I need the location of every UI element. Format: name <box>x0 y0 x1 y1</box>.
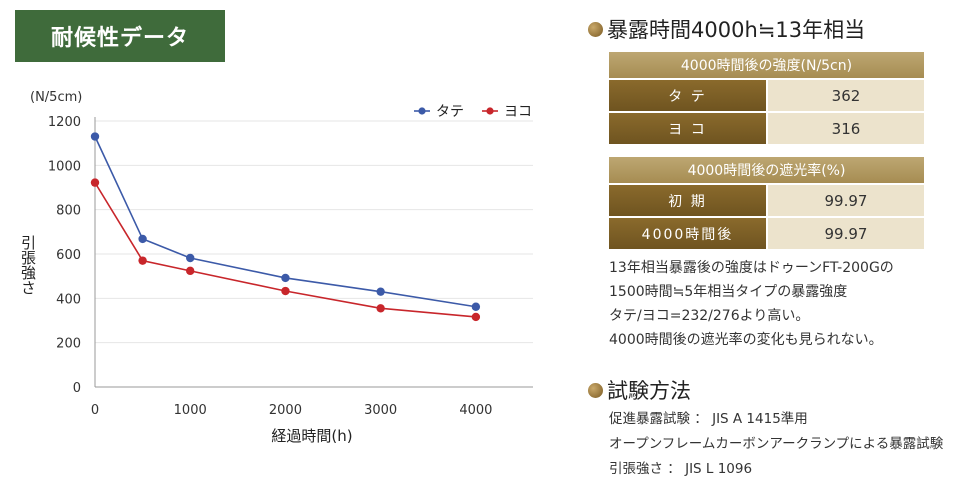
data-point <box>281 273 290 283</box>
data-point <box>90 132 100 141</box>
data-point <box>138 256 147 265</box>
y-unit-label: (N/5cm) <box>30 90 82 105</box>
description-line: 4000時間後の遮光率の変化も見られない。 <box>609 332 883 348</box>
row-value: 99.97 <box>766 218 924 249</box>
description-line: 13年相当暴露後の強度はドゥーンFT-200Gの <box>609 260 894 276</box>
shading-table-header: 4000時間後の遮光率(%) <box>609 157 924 185</box>
y-tick-label: 200 <box>56 337 81 352</box>
x-axis-label: 経過時間(h) <box>271 427 352 445</box>
description-line: タテ/ヨコ=232/276より高い。 <box>609 308 810 324</box>
description-line: 1500時間≒5年相当タイプの暴露強度 <box>609 284 848 300</box>
chart-series <box>90 132 481 322</box>
strength-table: 4000時間後の強度(N/5cn) タ テ 362 ヨ コ 316 <box>609 52 924 146</box>
row-value: 316 <box>766 113 924 144</box>
series-line-2 <box>94 182 476 318</box>
row-label: 初 期 <box>609 185 766 216</box>
exposure-description: 13年相当暴露後の強度はドゥーンFT-200Gの 1500時間≒5年相当タイプの… <box>609 256 894 352</box>
data-point <box>471 302 481 311</box>
chart-tick-labels: 0 200 400 600 800 1000 1200 0 1000 2000 3000 4000 <box>48 115 493 418</box>
data-point <box>281 286 290 296</box>
data-point <box>186 266 195 276</box>
table-row: 初 期 99.97 <box>609 185 924 218</box>
table-row: ヨ コ 316 <box>609 113 924 146</box>
y-tick-label: 400 <box>56 292 81 307</box>
legend-label: タテ <box>436 104 464 120</box>
y-tick-label: 1200 <box>48 115 81 130</box>
legend-marker <box>418 107 426 115</box>
x-tick-label: 2000 <box>269 403 302 418</box>
method-line: オープンフレームカーボンアークランプによる暴露試験 <box>609 436 944 452</box>
y-tick-label: 1000 <box>48 159 81 174</box>
shading-table: 4000時間後の遮光率(%) 初 期 99.97 4000時間後 99.97 <box>609 157 924 251</box>
strength-table-header: 4000時間後の強度(N/5cn) <box>609 52 924 80</box>
method-line: 引張強さ ： JIS L 1096 <box>609 461 753 477</box>
row-label: タ テ <box>609 80 766 111</box>
data-point <box>471 312 481 322</box>
table-row: タ テ 362 <box>609 80 924 113</box>
y-axis-label: 引張強さ <box>19 235 37 295</box>
row-value: 99.97 <box>766 185 924 216</box>
method-heading-group: 試験方法 <box>588 375 691 405</box>
chart-axes <box>94 117 533 388</box>
y-tick-label: 800 <box>56 204 81 219</box>
method-heading: 試験方法 <box>607 379 691 403</box>
data-point <box>138 234 147 244</box>
table-row: 4000時間後 99.97 <box>609 218 924 251</box>
x-tick-label: 1000 <box>174 403 207 418</box>
x-tick-label: 0 <box>91 403 99 418</box>
row-label: 4000時間後 <box>609 218 766 249</box>
data-point <box>186 253 195 263</box>
data-point <box>376 287 385 296</box>
chart-grid <box>95 120 533 388</box>
x-tick-label: 4000 <box>459 403 492 418</box>
legend-label: ヨコ <box>504 104 532 120</box>
y-tick-label: 0 <box>73 381 81 396</box>
y-tick-label: 600 <box>56 248 81 263</box>
row-value: 362 <box>766 80 924 111</box>
bullet-icon <box>588 382 603 398</box>
data-point <box>90 178 100 187</box>
bullet-icon <box>588 21 603 37</box>
series-line-1 <box>94 136 476 308</box>
exposure-heading-group: 暴露時間4000h≒13年相当 <box>588 14 865 44</box>
legend-marker <box>486 107 494 115</box>
method-description: 促進暴露試験 ： JIS A 1415準用 オープンフレームカーボンアークランプ… <box>609 407 943 482</box>
exposure-heading: 暴露時間4000h≒13年相当 <box>607 18 866 42</box>
method-line: 促進暴露試験 ： JIS A 1415準用 <box>609 411 808 427</box>
row-label: ヨ コ <box>609 113 766 144</box>
line-chart: 0 200 400 600 800 1000 1200 0 1000 2000 3000 4000 タ… <box>19 90 533 445</box>
data-point <box>376 304 385 313</box>
chart-legend: タテ ヨコ <box>414 104 532 120</box>
page-title: 耐候性データ <box>15 10 225 62</box>
x-tick-label: 3000 <box>364 403 397 418</box>
